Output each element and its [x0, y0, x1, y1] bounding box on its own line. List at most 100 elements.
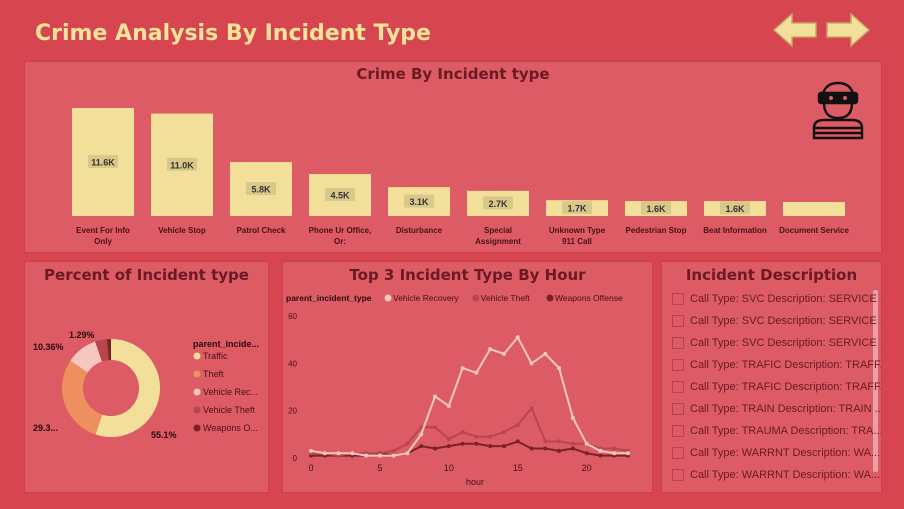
series-line	[310, 335, 628, 457]
data-point	[433, 394, 438, 399]
legend-item: Theft	[203, 369, 224, 379]
data-point	[515, 439, 520, 444]
category-label: Pedestrian Stop	[626, 226, 687, 235]
data-point	[570, 441, 575, 446]
scrollbar[interactable]	[873, 290, 878, 472]
donut-slice	[107, 339, 111, 361]
checkbox[interactable]	[672, 403, 684, 415]
data-label-bg	[246, 182, 276, 195]
checkbox[interactable]	[672, 447, 684, 459]
legend-marker	[193, 424, 201, 432]
category-label: Beat Information	[703, 226, 767, 235]
data-point	[391, 453, 396, 458]
description-item-label: Call Type: WARRNT Description: WA...	[690, 469, 881, 481]
arrow-left-icon[interactable]	[772, 12, 818, 48]
legend-marker	[193, 388, 201, 396]
data-point	[433, 425, 438, 430]
data-label: 11.6K	[91, 158, 115, 168]
description-item-label: Call Type: WARRNT Description: WA...	[690, 447, 881, 459]
description-item[interactable]: Call Type: WARRNT Description: WA...	[672, 442, 880, 464]
description-item-label: Call Type: SVC Description: SERVICE ...	[690, 293, 881, 305]
data-point	[488, 434, 493, 439]
legend-marker	[193, 406, 201, 414]
data-point	[570, 415, 575, 420]
data-point	[598, 448, 603, 453]
legend-marker	[193, 352, 201, 360]
data-label: 4.5K	[330, 191, 350, 201]
slice-label: 1.29%	[69, 330, 95, 340]
data-label-bg	[325, 188, 355, 202]
data-label-bg	[88, 155, 118, 168]
description-item[interactable]: Call Type: SVC Description: SERVICE ...	[672, 332, 881, 354]
data-label: 11.0K	[170, 160, 194, 170]
x-tick-label: 20	[582, 463, 592, 473]
data-label-bg	[720, 201, 750, 215]
data-label-bg	[562, 201, 592, 215]
description-item-label: Call Type: TRAIN Description: TRAIN ...	[690, 403, 881, 415]
data-label: 1.7K	[567, 204, 587, 214]
legend-marker	[472, 294, 480, 302]
category-label: Disturbance	[396, 226, 443, 235]
x-tick-label: 5	[377, 463, 382, 473]
data-point	[419, 444, 424, 449]
data-label: 1.6K	[725, 204, 745, 214]
data-point	[419, 432, 424, 437]
arrow-right-icon[interactable]	[825, 12, 871, 48]
y-tick-label: 20	[288, 407, 297, 416]
data-point	[584, 451, 589, 456]
checkbox[interactable]	[672, 381, 684, 393]
data-label: 5.8K	[251, 185, 271, 195]
data-point	[529, 406, 534, 411]
data-point	[598, 453, 603, 458]
legend-title: parent_incident_type	[286, 293, 372, 303]
checkbox[interactable]	[672, 337, 684, 349]
data-label-bg	[404, 194, 434, 208]
data-label: 1.6K	[646, 204, 666, 214]
bar	[783, 202, 845, 216]
checkbox[interactable]	[672, 469, 684, 481]
category-label: Or:	[334, 237, 346, 246]
checkbox[interactable]	[672, 359, 684, 371]
legend-item: Vehicle Rec...	[203, 387, 258, 397]
data-point	[584, 441, 589, 446]
donut-slice	[70, 341, 102, 373]
description-item[interactable]: Call Type: SVC Description: SERVICE ...	[672, 288, 881, 310]
data-point	[543, 446, 548, 451]
description-item[interactable]: Call Type: TRAFIC Description: TRAFF...	[672, 354, 881, 376]
line-chart-title: Top 3 Incident Type By Hour	[349, 266, 586, 284]
description-item[interactable]: Call Type: TRAUMA Description: TRA...	[672, 420, 881, 442]
data-point	[543, 439, 548, 444]
data-point	[446, 444, 451, 449]
series-line	[311, 406, 629, 457]
legend-marker	[193, 370, 201, 378]
category-label: Assignment	[475, 237, 521, 246]
category-label: Only	[94, 237, 112, 246]
legend-item: Traffic	[203, 351, 228, 361]
checkbox[interactable]	[672, 293, 684, 305]
bar-chart: 11.6K Event For Info Only 11.0K Vehicle Stop…	[72, 108, 849, 246]
description-item[interactable]: Call Type: WARRNT Description: WA...	[672, 464, 880, 486]
data-point	[626, 451, 630, 456]
donut-slice	[95, 339, 109, 362]
category-label: Patrol Check	[237, 226, 286, 235]
data-point	[460, 366, 465, 371]
description-item-label: Call Type: TRAFIC Description: TRAFF...	[690, 359, 881, 371]
category-label: Phone Ur Office,	[309, 226, 372, 235]
data-point	[474, 370, 479, 375]
data-point	[350, 451, 355, 456]
data-point	[309, 448, 313, 453]
checkbox[interactable]	[672, 425, 684, 437]
data-label: 2.7K	[488, 199, 508, 209]
description-item[interactable]: Call Type: TRAIN Description: TRAIN ...	[672, 398, 881, 420]
data-point	[364, 453, 369, 458]
checkbox[interactable]	[672, 315, 684, 327]
description-item[interactable]: Call Type: SVC Description: SERVICE ...	[672, 310, 881, 332]
data-point	[322, 451, 327, 456]
description-item[interactable]: Call Type: TRAFIC Description: TRAFF...	[672, 376, 881, 398]
description-item-label: Call Type: SVC Description: SERVICE ...	[690, 315, 881, 327]
data-point	[501, 351, 506, 356]
slice-label: 29.3...	[33, 423, 58, 433]
legend-item: Weapons Offense	[555, 293, 623, 303]
bar-chart-panel: Crime By Incident type 11.6K Event For In…	[25, 62, 881, 252]
data-point	[515, 335, 520, 340]
